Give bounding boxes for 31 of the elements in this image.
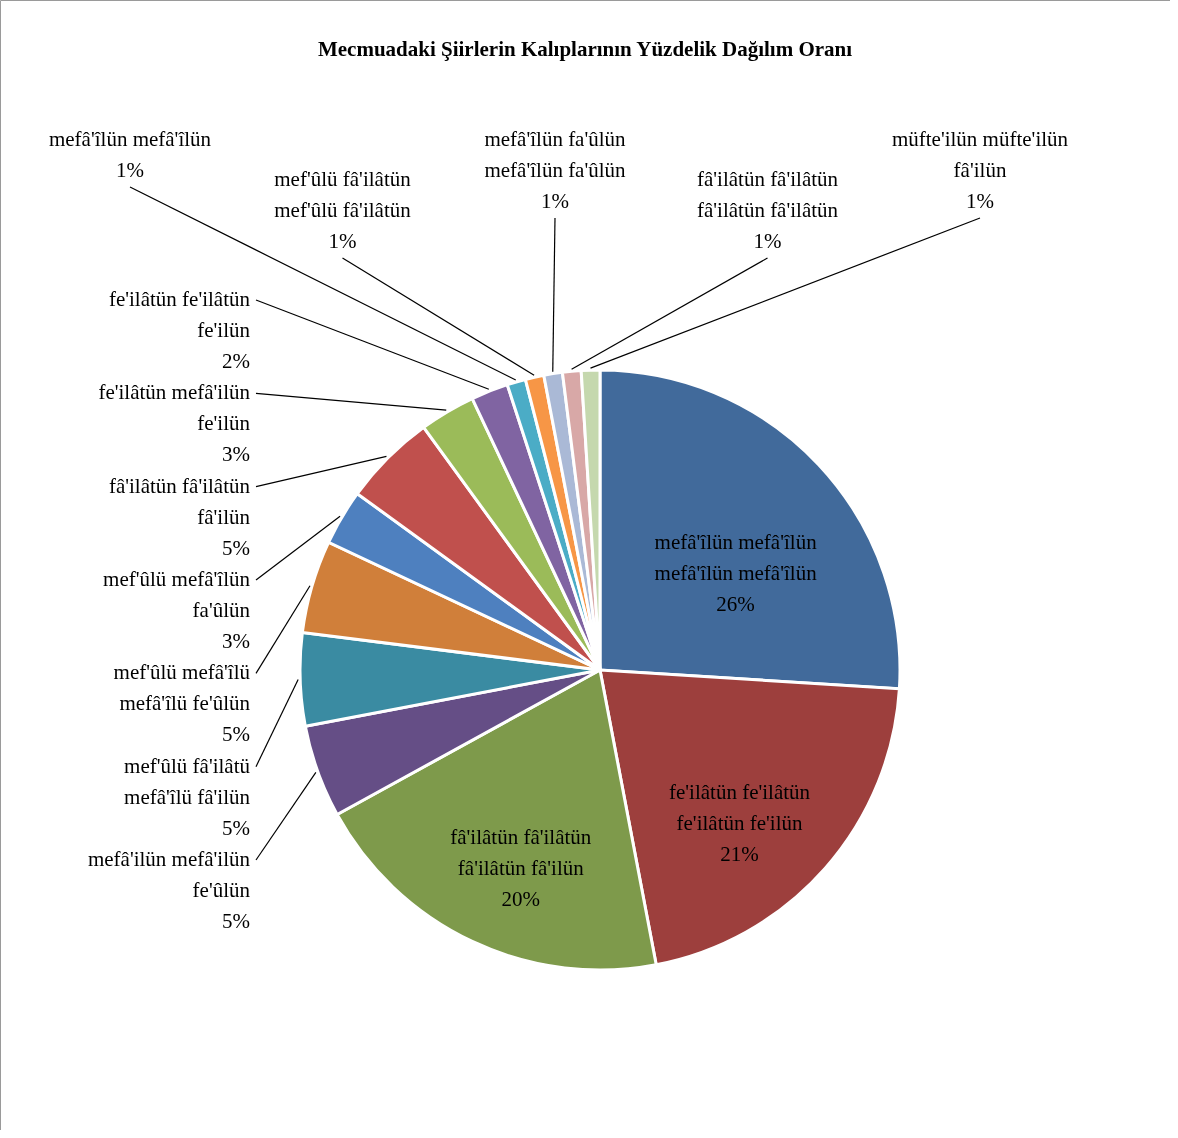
data-label: 5%: [222, 535, 250, 560]
data-label: 1%: [966, 189, 994, 213]
data-label: 2%: [222, 349, 250, 373]
slice-label: müfte'ilün müfte'ilün fâ'ilün: [891, 127, 1069, 182]
data-label: 1%: [328, 229, 357, 253]
data-label: 5%: [222, 815, 250, 840]
data-label: 1%: [541, 189, 569, 213]
slice-label: fe'ilâtün mefâ'ilün fe'ilün: [98, 380, 251, 436]
slice-label: mef'ûlü fâ'ilâtü mefâ'îlü fâ'ilün: [124, 753, 251, 809]
slice-label: mefâ'îlün mefâ'îlün: [48, 127, 212, 151]
slice-label: fâ'ilâtün fâ'ilâtün fâ'ilâtün fâ'ilün: [450, 825, 592, 881]
slice-label: fe'ilâtün fe'ilâtün fe'ilün: [108, 287, 251, 342]
slice-label: fâ'ilâtün fâ'ilâtün fâ'ilâtün fâ'ilâtün: [696, 167, 839, 222]
slice-label: mefâ'ilün mefâ'ilün fe'ûlün: [87, 847, 251, 902]
data-label: 20%: [501, 887, 541, 912]
data-label: 3%: [222, 629, 250, 653]
slice-label: mefâ'îlün fa'ûlün mefâ'îlün fa'ûlün: [484, 127, 627, 182]
data-label: 5%: [222, 722, 250, 747]
slice-label: mef'ûlü mefâ'îlün fa'ûlün: [103, 567, 251, 622]
slice-label: fe'ilâtün fe'ilâtün fe'ilâtün fe'ilün: [668, 780, 811, 835]
chart-title: Mecmuadaki Şiirlerin Kalıplarının Yüzdelik Dağılım Oranı: [317, 37, 853, 61]
data-label: 1%: [116, 158, 144, 182]
slice-label: mefâ'îlün mefâ'îlün mefâ'îlün mefâ'îlün: [654, 529, 818, 585]
data-label: 1%: [753, 229, 782, 253]
slice-label: mef'ûlü mefâ'îlü mefâ'îlü fe'ûlün: [113, 660, 251, 716]
slice-label: mef'ûlü fâ'ilâtün mef'ûlü fâ'ilâtün: [274, 167, 412, 222]
slice-label: fâ'ilâtün fâ'ilâtün fâ'ilün: [108, 473, 251, 529]
data-label: 3%: [222, 442, 250, 467]
data-label: 21%: [720, 842, 759, 866]
data-label: 26%: [716, 591, 755, 616]
data-label: 5%: [222, 909, 250, 933]
